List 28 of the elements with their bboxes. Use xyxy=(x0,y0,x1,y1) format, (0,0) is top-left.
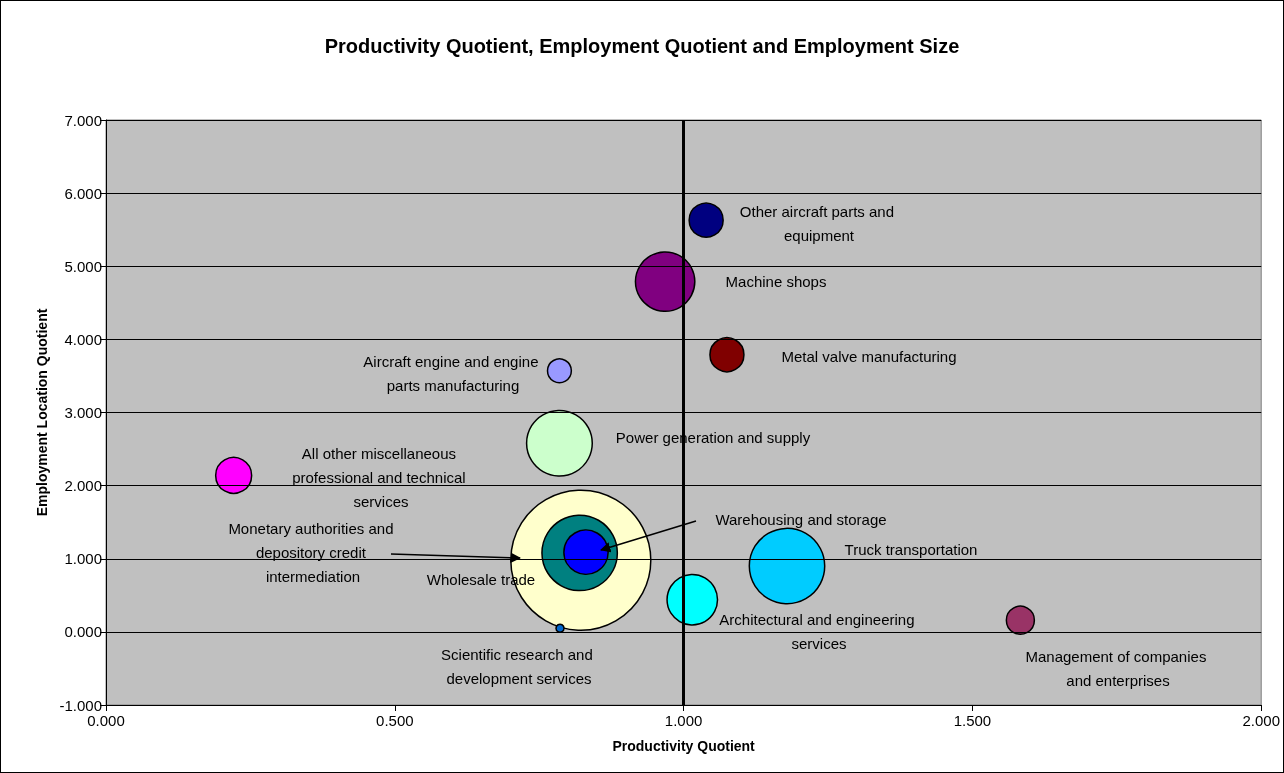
text: Scientific research and development services xyxy=(441,645,597,687)
series-label: Truck transportation xyxy=(844,540,978,558)
y-axis-title: Employment Location Quotient xyxy=(33,308,50,517)
series-label: Architectural and engineering services xyxy=(719,610,919,652)
x-tick-label: 2.000 xyxy=(1242,712,1281,729)
y-tick-label: 3.000 xyxy=(64,404,102,421)
text: Warehousing and storage xyxy=(715,510,887,528)
y-tick-label: 1.000 xyxy=(64,550,102,568)
y-tick-label: 4.000 xyxy=(64,330,102,348)
chart-title: Productivity Quotient, Employment Quotient and Employment Size xyxy=(324,35,960,57)
text: Monetary authorities and depository credit intermediation xyxy=(228,519,398,585)
text: Machine shops xyxy=(725,272,827,290)
x-axis-title: Productivity Quotient xyxy=(612,738,756,754)
y-tick-label: 0.000 xyxy=(64,623,102,641)
x-tick-label: 1.000 xyxy=(664,712,703,729)
series-label: Aircraft engine and engine parts manufacturing xyxy=(363,352,543,394)
y-tick-label: 2.000 xyxy=(64,477,102,495)
series-label: Management of companies and enterprises xyxy=(1025,647,1211,689)
x-tick-label: 0.500 xyxy=(376,712,414,729)
series-label: Other aircraft parts and equipment xyxy=(739,202,899,244)
y-tick-label: 5.000 xyxy=(64,257,102,275)
y-tick-label: 7.000 xyxy=(64,111,102,129)
y-tick-label: 6.000 xyxy=(64,184,102,202)
x-tick-label: 1.500 xyxy=(953,712,992,729)
y-tick-label: -1.000 xyxy=(59,696,102,714)
text: All other miscellaneous professional and technical services xyxy=(292,444,470,510)
text: Metal valve manufacturing xyxy=(781,347,957,365)
x-tick-label: 0.000 xyxy=(87,712,125,729)
